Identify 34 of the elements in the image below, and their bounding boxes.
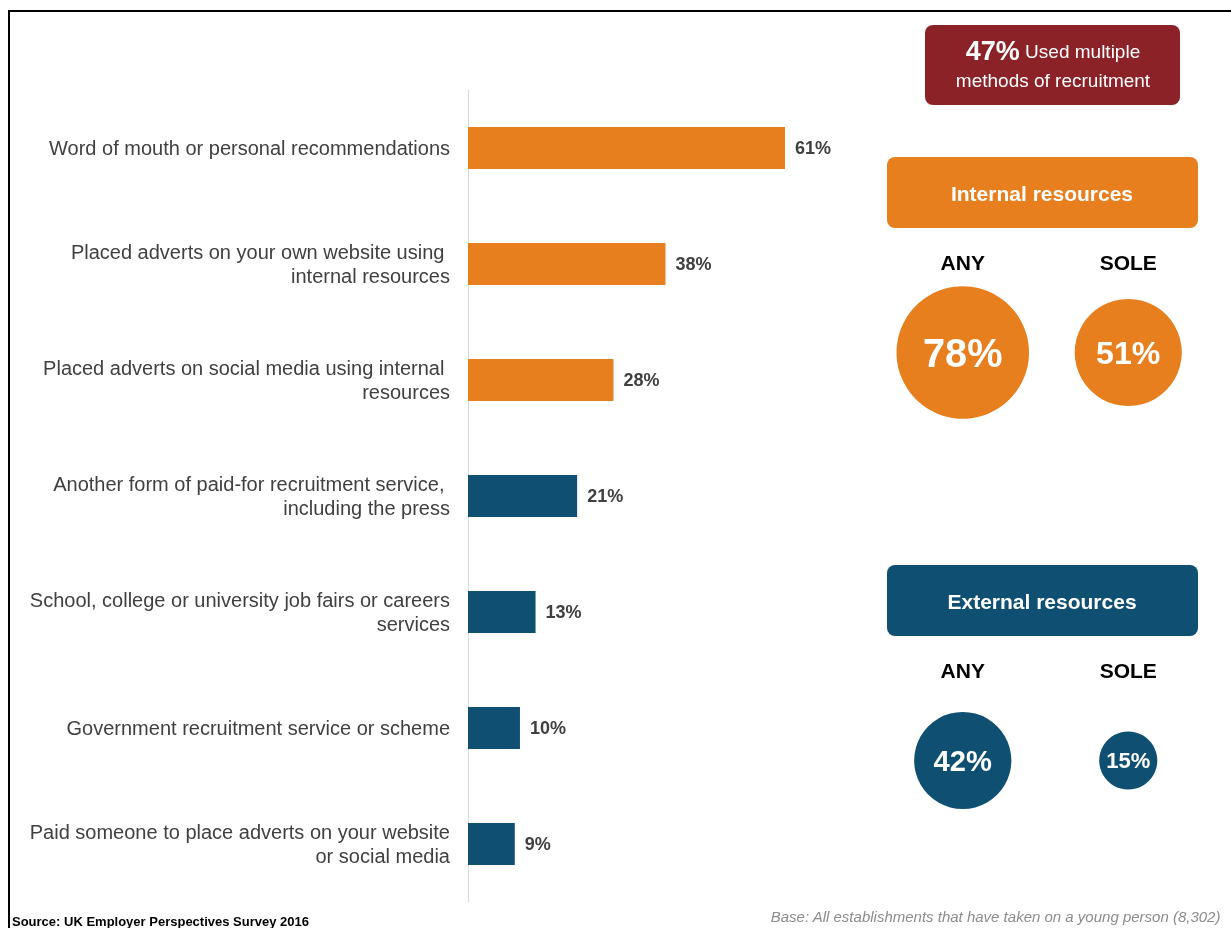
text: 47% Used multiple methods of recruitment	[955, 36, 1151, 91]
text: Internal resources	[950, 181, 1134, 205]
text: Base: All establishments that have taken on a young person (8,302)	[770, 908, 1221, 925]
data-label: 61%	[795, 138, 832, 158]
bar	[468, 127, 785, 169]
y-tick-label: Placed adverts on social media using internal resources	[43, 357, 450, 403]
data-label: 9%	[524, 834, 551, 854]
bar	[468, 823, 515, 865]
data-label: 51%	[1096, 334, 1161, 371]
category-label: ANY	[940, 251, 985, 274]
bar	[468, 591, 536, 633]
data-label: 28%	[623, 370, 660, 390]
bar	[468, 475, 578, 517]
y-tick-label: Placed adverts on your own website using internal resources	[70, 241, 450, 287]
source-note: Source: UK Employer Perspectives Survey 2016	[12, 914, 309, 928]
data-label: 78%	[922, 330, 1003, 375]
category-label: SOLE	[1099, 659, 1157, 682]
y-tick-label: Word of mouth or personal recommendations	[49, 137, 450, 159]
data-label: 15%	[1106, 748, 1151, 773]
data-label: 42%	[933, 744, 992, 777]
data-label: 10%	[529, 718, 566, 738]
text: External resources	[947, 589, 1137, 613]
data-label: 38%	[675, 254, 712, 274]
y-tick-label: School, college or university job fairs or careers services	[29, 589, 450, 635]
y-tick-label: Paid someone to place adverts on your website or social media	[29, 821, 451, 867]
category-label: SOLE	[1099, 251, 1157, 274]
data-label: 13%	[545, 602, 582, 622]
data-label: 21%	[587, 486, 624, 506]
bar	[468, 707, 520, 749]
y-tick-label: Another form of paid-for recruitment service, including the press	[53, 473, 450, 519]
bar	[468, 359, 614, 401]
bar	[468, 243, 666, 285]
category-label: ANY	[940, 659, 985, 682]
y-tick-label: Government recruitment service or scheme	[66, 717, 450, 739]
